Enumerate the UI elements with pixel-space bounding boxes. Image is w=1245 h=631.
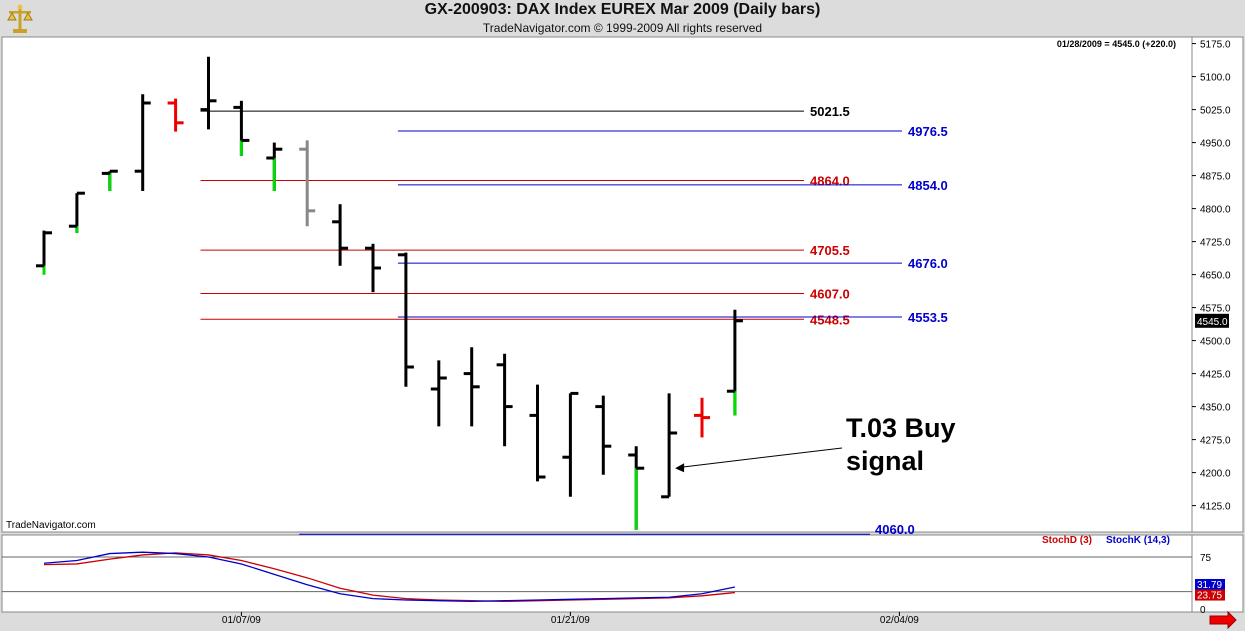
price-axis: [1191, 36, 1244, 533]
stoch-k-value: 31.79: [1197, 580, 1222, 591]
last-price-label: 4545.0: [1197, 317, 1228, 328]
price-tick-label: 4575.0: [1200, 304, 1231, 315]
price-tick-label: 5025.0: [1200, 106, 1231, 117]
price-tick-label: 4950.0: [1200, 139, 1231, 150]
annotation-arrow-line: [681, 447, 843, 468]
scales-logo-icon: [6, 4, 34, 34]
price-tick-label: 4425.0: [1200, 370, 1231, 381]
price-tick-label: 4275.0: [1200, 436, 1231, 447]
indicator-tick-label: 75: [1200, 553, 1212, 564]
indicator-panel: [1, 534, 1193, 613]
level-label: 4864.0: [810, 173, 850, 188]
price-panel: [1, 36, 1193, 533]
level-label: 5021.5: [810, 104, 850, 119]
level-label: 4553.5: [908, 310, 948, 325]
level-label: 4854.0: [908, 178, 948, 193]
level-label: 4705.5: [810, 243, 850, 258]
stoch-d-line: [43, 552, 735, 603]
level-label: 4548.5: [810, 312, 850, 327]
stoch-k-line: [43, 551, 736, 603]
price-tick-label: 4875.0: [1200, 172, 1231, 183]
stoch-d-value-box: [1195, 589, 1225, 601]
annotation-text: T.03 Buy: [846, 413, 956, 443]
date-tick-label: 02/04/09: [880, 615, 919, 626]
level-label: 4976.5: [908, 124, 948, 139]
stoch-k-legend: StochK (14,3): [1106, 535, 1170, 546]
annotation-arrow-head: [675, 463, 685, 473]
price-tick-label: 4650.0: [1200, 271, 1231, 282]
price-tick-label: 4125.0: [1200, 502, 1231, 513]
price-tick-label: 4200.0: [1200, 469, 1231, 480]
price-tick-label: 5100.0: [1200, 73, 1231, 84]
last-price-box: [1195, 313, 1229, 328]
price-tick-label: 4800.0: [1200, 205, 1231, 216]
level-label: 4060.0: [875, 522, 915, 537]
level-label: 4676.0: [908, 256, 948, 271]
stoch-d-legend: StochD (3): [1042, 535, 1092, 546]
annotation-text: signal: [846, 446, 924, 476]
quote-header: 01/28/2009 = 4545.0 (+220.0): [1057, 39, 1176, 49]
date-tick-label: 01/21/09: [551, 615, 590, 626]
price-tick-label: 5175.0: [1200, 40, 1231, 51]
chart-title: GX-200903: DAX Index EUREX Mar 2009 (Dai…: [424, 1, 821, 18]
price-tick-label: 4500.0: [1200, 337, 1231, 348]
date-tick-label: 01/07/09: [222, 615, 261, 626]
stoch-d-value: 23.75: [1197, 591, 1222, 602]
stoch-k-value-box: [1195, 578, 1225, 590]
indicator-tick-label: 0: [1200, 605, 1206, 616]
price-tick-label: 4725.0: [1200, 238, 1231, 249]
level-label: 4607.0: [810, 287, 850, 302]
scroll-right-arrow-icon: [1209, 610, 1237, 630]
price-tick-label: 4350.0: [1200, 403, 1231, 414]
watermark-text: TradeNavigator.com: [6, 520, 96, 531]
chart-subtitle: TradeNavigator.com © 1999-2009 All right…: [482, 21, 763, 35]
